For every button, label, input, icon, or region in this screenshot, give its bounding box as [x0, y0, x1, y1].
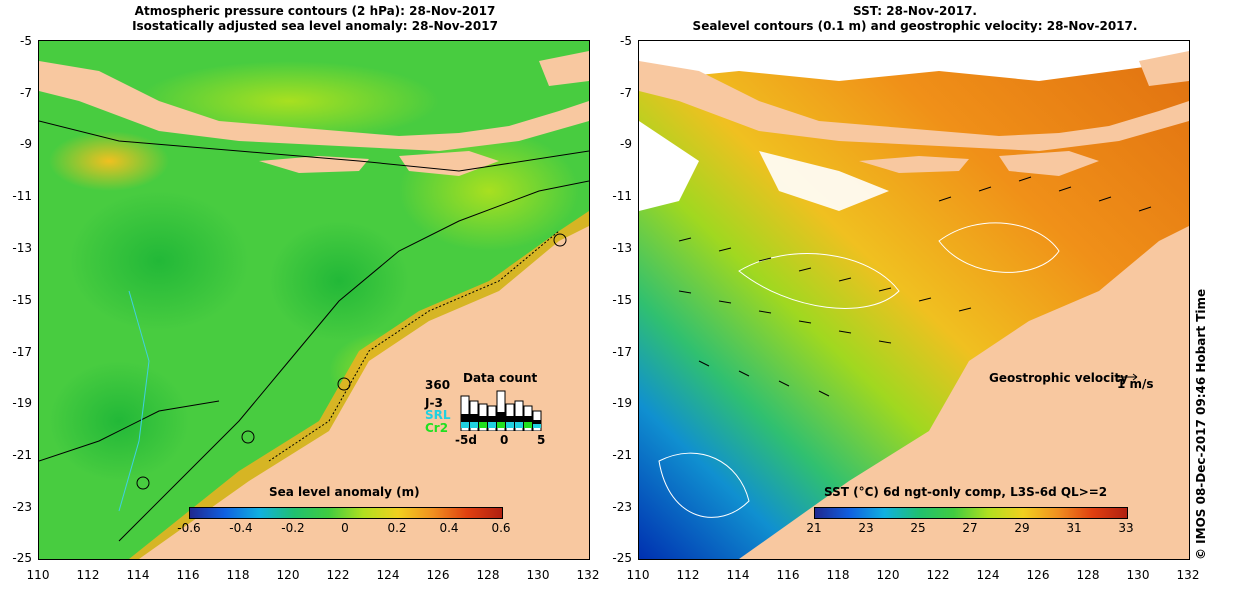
right-cbar-tick: 25: [910, 521, 926, 535]
left-colorbar-label: Sea level anomaly (m): [269, 485, 420, 499]
right-cbar-tick: 21: [806, 521, 822, 535]
left-x-tick: 126: [426, 568, 450, 582]
right-title-line1: SST: 28-Nov-2017.: [853, 4, 977, 18]
left-x-tick: 124: [376, 568, 400, 582]
right-colorbar-label: SST (°C) 6d ngt-only comp, L3S-6d QL>=2: [824, 485, 1108, 499]
right-y-tick: -21: [612, 448, 632, 462]
inset-series-cr2: Cr2: [425, 421, 449, 435]
right-x-tick: 118: [826, 568, 850, 582]
right-colorbar: [814, 507, 1128, 519]
left-cbar-tick: -0.4: [229, 521, 253, 535]
left-map[interactable]: Data count 360 J-3 SRL Cr2 -5d 0 5 Sea: [38, 40, 590, 560]
right-y-tick: -23: [612, 500, 632, 514]
right-x-tick: 116: [776, 568, 800, 582]
right-y-tick: -11: [612, 189, 632, 203]
left-x-tick: 130: [526, 568, 550, 582]
left-title-line1: Atmospheric pressure contours (2 hPa): 2…: [134, 4, 496, 18]
right-x-tick: 110: [626, 568, 650, 582]
inset-x-mid: 0: [500, 433, 509, 447]
right-x-tick: 126: [1026, 568, 1050, 582]
right-y-tick: -19: [612, 396, 632, 410]
right-x-tick: 124: [976, 568, 1000, 582]
right-x-tick: 130: [1126, 568, 1150, 582]
left-y-tick: -25: [12, 551, 32, 565]
right-y-tick: -7: [620, 86, 632, 100]
inset-series-j3: J-3: [425, 396, 443, 410]
left-x-tick: 110: [26, 568, 50, 582]
left-x-tick: 128: [476, 568, 500, 582]
left-x-tick: 116: [176, 568, 200, 582]
left-x-tick: 118: [226, 568, 250, 582]
left-x-tick: 122: [326, 568, 350, 582]
left-y-tick: -9: [20, 137, 32, 151]
right-x-tick: 132: [1176, 568, 1200, 582]
velocity-scale: 1 m/s: [1117, 377, 1154, 391]
right-x-tick: 122: [926, 568, 950, 582]
right-title-line2: Sealevel contours (0.1 m) and geostrophi…: [692, 19, 1138, 33]
left-cbar-tick: 0.4: [439, 521, 459, 535]
right-cbar-tick: 23: [858, 521, 874, 535]
inset-title: Data count: [463, 371, 538, 385]
left-y-tick: -13: [12, 241, 32, 255]
left-y-tick: -21: [12, 448, 32, 462]
left-y-tick: -19: [12, 396, 32, 410]
left-y-tick: -15: [12, 293, 32, 307]
right-y-tick: -17: [612, 345, 632, 359]
left-x-tick: 114: [126, 568, 150, 582]
left-x-tick: 112: [76, 568, 100, 582]
left-y-tick: -23: [12, 500, 32, 514]
velocity-label: Geostrophic velocity: [989, 371, 1128, 385]
left-x-tick: 120: [276, 568, 300, 582]
sea-level-anomaly-map: [39, 41, 589, 559]
right-map[interactable]: Geostrophic velocity 1 m/s SST (°C) 6d n…: [638, 40, 1190, 560]
left-x-tick: 132: [576, 568, 600, 582]
right-y-tick: -25: [612, 551, 632, 565]
left-cbar-tick: -0.2: [281, 521, 305, 535]
right-y-tick: -9: [620, 137, 632, 151]
right-cbar-tick: 29: [1014, 521, 1030, 535]
right-y-tick: -5: [620, 34, 632, 48]
credit-text: © IMOS 08-Dec-2017 09:46 Hobart Time: [1194, 288, 1208, 560]
right-cbar-tick: 33: [1118, 521, 1134, 535]
inset-series-srl: SRL: [425, 408, 451, 422]
left-cbar-tick: -0.6: [177, 521, 201, 535]
left-cbar-tick: 0: [341, 521, 349, 535]
inset-x-start: -5d: [455, 433, 477, 447]
inset-x-end: 5: [537, 433, 546, 447]
right-y-tick: -15: [612, 293, 632, 307]
left-y-tick: -7: [20, 86, 32, 100]
right-x-tick: 120: [876, 568, 900, 582]
right-y-tick: -13: [612, 241, 632, 255]
left-cbar-tick: 0.6: [491, 521, 511, 535]
left-cbar-tick: 0.2: [387, 521, 407, 535]
left-colorbar: [189, 507, 503, 519]
inset-max: 360: [425, 378, 451, 392]
right-x-tick: 112: [676, 568, 700, 582]
left-y-tick: -11: [12, 189, 32, 203]
data-count-histogram: [460, 390, 542, 431]
right-x-tick: 114: [726, 568, 750, 582]
left-y-tick: -17: [12, 345, 32, 359]
left-y-tick: -5: [20, 34, 32, 48]
left-title-line2: Isostatically adjusted sea level anomaly…: [132, 19, 498, 33]
right-x-tick: 128: [1076, 568, 1100, 582]
sst-velocity-map: [639, 41, 1189, 559]
right-cbar-tick: 27: [962, 521, 978, 535]
right-cbar-tick: 31: [1066, 521, 1082, 535]
